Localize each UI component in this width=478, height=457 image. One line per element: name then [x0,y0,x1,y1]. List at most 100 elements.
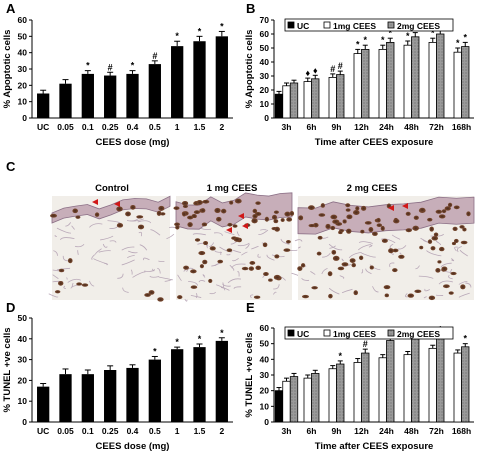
cell-nucleus [273,274,281,280]
tissue-fiber [328,243,343,251]
tissue-fiber [251,245,259,250]
cell-nucleus [125,211,131,217]
cell-nucleus [181,200,189,206]
legend-swatch [287,21,295,29]
y-tick-label: 20 [18,375,28,385]
tissue-fiber [458,292,470,298]
x-tick-label: 168h [452,426,471,436]
cell-nucleus [233,237,241,242]
cell-nucleus [175,225,180,230]
y-tick-label: 70 [260,15,270,25]
cell-nucleus [453,238,459,244]
cell-nucleus [67,258,73,264]
cell-nucleus [451,241,457,246]
tissue-fiber [67,278,81,283]
chart-a-apoptosis-dose: 0 10 20 30 40 50 60 % Apoptotic cells CEES dose … [2,15,233,148]
y-axis-label: % Apoptotic cells [244,30,255,109]
y-tick-label: 50 [18,313,28,323]
cell-nucleus [330,214,338,220]
x-tick-label: 1 [175,426,180,436]
cell-nucleus [318,213,326,217]
cell-nucleus [81,283,89,287]
cell-nucleus [405,228,412,233]
tissue-fiber [66,277,68,280]
y-axis-label: % TUNEL +ve cells [2,327,13,412]
x-tick-label: 3h [282,426,292,436]
cell-nucleus [196,200,203,205]
cell-nucleus [173,206,180,210]
cell-nucleus [208,278,213,283]
cell-nucleus [50,213,58,218]
red-arrow-marker [114,201,120,207]
tissue-fiber [426,250,442,257]
red-arrow-marker [242,223,248,229]
chart-d-tunel-dose: 0 10 20 30 40 50 % TUNEL +ve cells CEES dose (m… [2,313,233,452]
cell-nucleus [262,242,268,248]
tissue-fiber [341,288,353,294]
cell-nucleus [285,240,291,244]
x-tick-label: 72h [429,122,444,132]
tissue-fiber [52,274,59,279]
y-tick-label: 60 [18,15,28,25]
bar-1mg [428,42,437,119]
legend-swatch [323,329,331,337]
cell-nucleus [430,246,436,251]
cell-nucleus [345,208,351,212]
x-tick-label: 2 [219,426,224,436]
cell-nucleus [435,268,441,273]
tissue-fiber [389,262,395,268]
cell-nucleus [116,223,124,228]
significance-mark: * [198,26,202,36]
cell-nucleus [193,210,201,214]
tissue-fiber [451,258,455,262]
cell-nucleus [330,225,336,231]
cell-nucleus [273,210,279,214]
cell-nucleus [452,226,458,231]
bar-1mg [303,377,312,423]
cell-nucleus [444,206,451,211]
cell-nucleus [202,199,210,204]
legend-entry: UC [297,21,309,31]
cell-nucleus [194,238,201,242]
tissue-fiber [184,298,188,302]
bar-1mg [403,354,412,423]
cell-nucleus [381,238,388,243]
significance-mark: # [338,61,343,71]
cell-nucleus [217,259,224,264]
tissue-fiber [237,271,240,277]
bar-1mg [353,53,362,119]
tissue-fiber [257,253,261,258]
cell-nucleus [144,293,151,297]
cell-nucleus [300,263,306,268]
cell-nucleus [412,225,419,231]
y-tick-label: 30 [18,64,28,74]
y-tick-label: 0 [264,417,269,427]
significance-mark: * [131,61,135,71]
x-tick-label: 72h [429,426,444,436]
cell-nucleus [203,241,209,246]
significance-mark: ♦ [305,68,310,78]
cell-nucleus [229,200,234,205]
tissue-fiber [250,294,254,299]
tissue-fiber [423,296,427,299]
cell-nucleus [414,289,422,294]
cell-nucleus [346,214,353,220]
cell-nucleus [352,209,360,216]
cell-nucleus [327,271,333,277]
x-tick-label: 48h [404,122,419,132]
cell-nucleus [460,284,466,290]
tissue-fiber [107,220,121,224]
x-tick-label: 0.4 [127,426,139,436]
x-tick-label: 6h [307,122,317,132]
tissue-fiber [224,231,235,236]
significance-mark: ♦ [313,65,318,75]
y-tick-label: 0 [264,113,269,123]
y-tick-label: 0 [22,417,27,427]
bar [215,340,228,422]
cell-nucleus [72,208,78,214]
cell-nucleus [182,204,188,209]
bar [171,46,184,119]
bar-1mg [328,77,337,119]
cell-nucleus [388,248,394,254]
tissue-fiber [209,242,214,248]
